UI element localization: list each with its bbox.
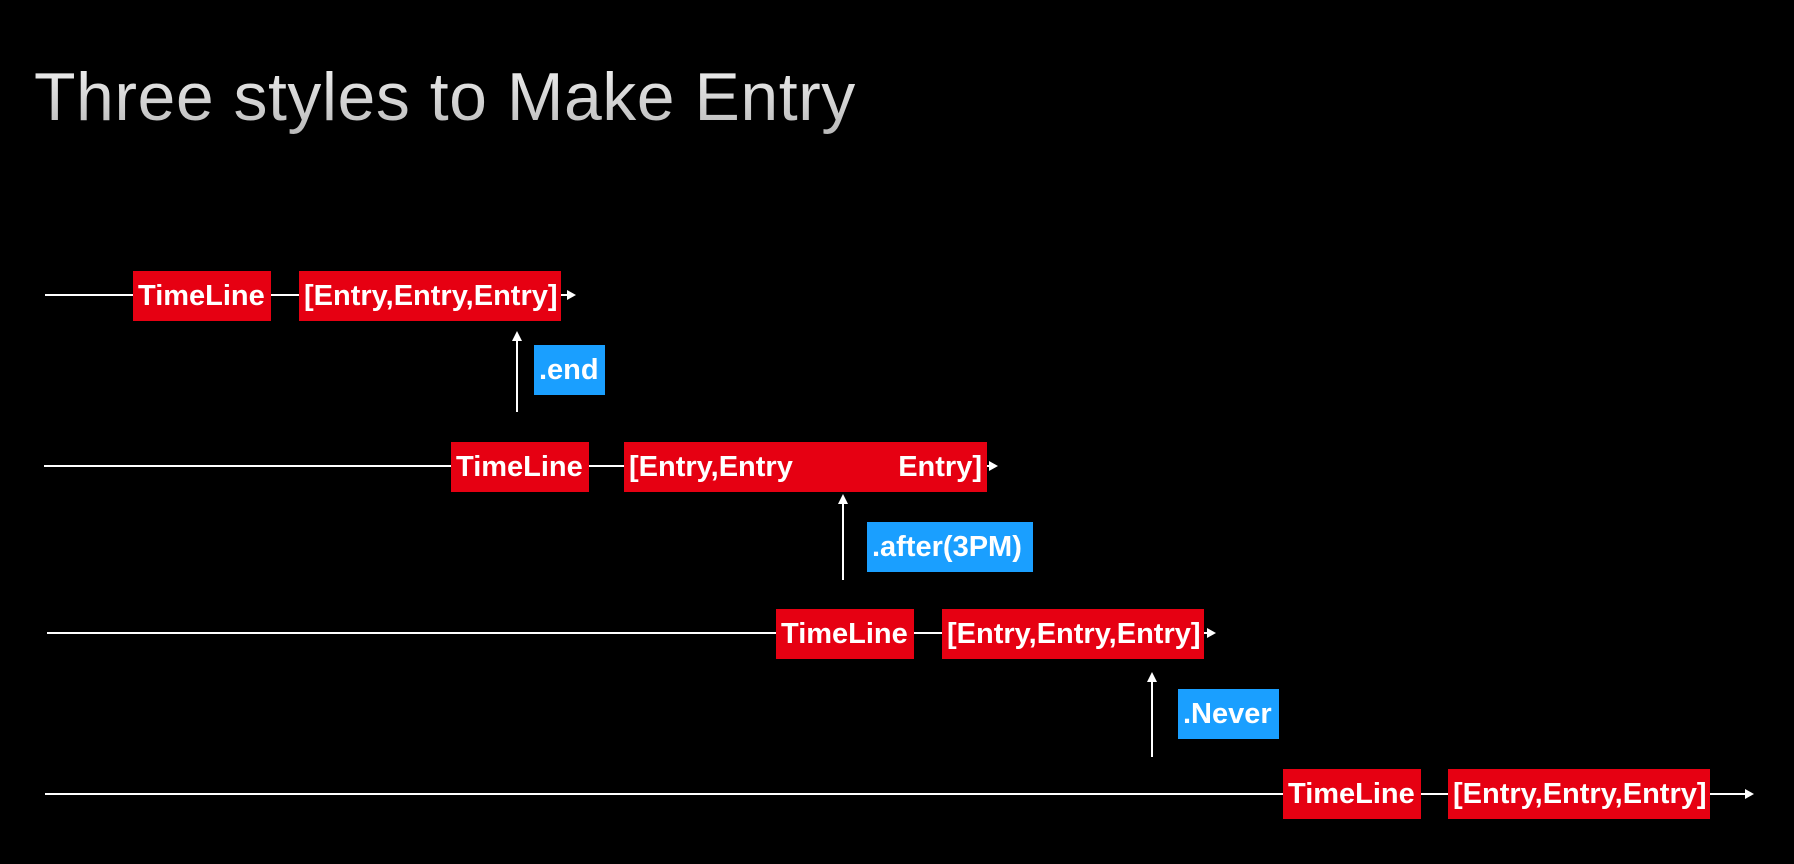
arrow-head-up — [1147, 672, 1157, 682]
arrow-head-right — [1207, 628, 1216, 638]
entries-right: Entry] — [898, 451, 982, 483]
timeline-box: TimeLine — [776, 609, 914, 659]
timeline-axis — [45, 793, 1745, 795]
arrow-head-up — [838, 494, 848, 504]
timeline-box: TimeLine — [451, 442, 589, 492]
policy-never-label: .Never — [1178, 689, 1279, 739]
entries-box: [Entry,Entry,Entry] — [1448, 769, 1710, 819]
entries-box: [Entry,Entry,Entry] — [942, 609, 1204, 659]
entries-box: [Entry,Entry,Entry] — [299, 271, 561, 321]
policy-after-label: .after(3PM) — [867, 522, 1033, 572]
timeline-box: TimeLine — [1283, 769, 1421, 819]
policy-arrow-line — [516, 340, 518, 412]
policy-end-label: .end — [534, 345, 605, 395]
policy-arrow-line — [842, 503, 844, 580]
timeline-axis — [47, 632, 1207, 634]
arrow-head-up — [512, 331, 522, 341]
arrow-head-right — [989, 461, 998, 471]
entries-box: [Entry,Entry Entry] — [624, 442, 987, 492]
timeline-box: TimeLine — [133, 271, 271, 321]
policy-arrow-line — [1151, 681, 1153, 757]
entries-left: [Entry,Entry — [629, 451, 793, 483]
slide-title: Three styles to Make Entry — [34, 59, 856, 135]
arrow-head-right — [567, 290, 576, 300]
arrow-head-right — [1745, 789, 1754, 799]
